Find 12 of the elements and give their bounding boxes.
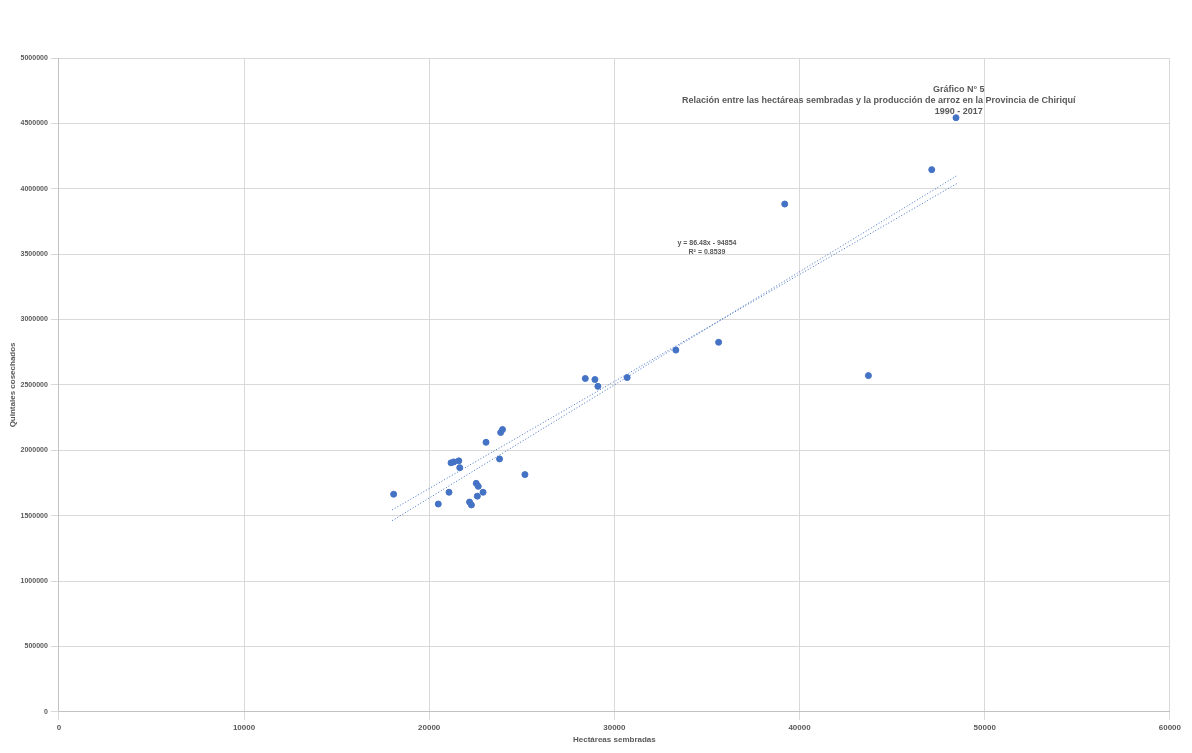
- x-tick-label: 60000: [1158, 722, 1182, 732]
- x-tick-label: 10000: [232, 722, 256, 732]
- text: Relación entre las hectáreas sembradas y la producción de arroz en la Provincia de Chiriquí: [681, 95, 1077, 105]
- x-axis-title: Hectáreas sembradas: [573, 735, 657, 745]
- text: Gráfico N° 5: [932, 84, 985, 94]
- annotation: 1990 - 2017: [934, 106, 983, 116]
- y-axis-title: Quintales cosechados: [8, 341, 17, 428]
- x-tick-label: 30000: [603, 722, 627, 732]
- x-tick-label: 0: [56, 722, 62, 732]
- x-tick-label: 50000: [973, 722, 997, 732]
- x-tick-label: 20000: [418, 722, 441, 732]
- x-tick-label: 40000: [788, 722, 812, 732]
